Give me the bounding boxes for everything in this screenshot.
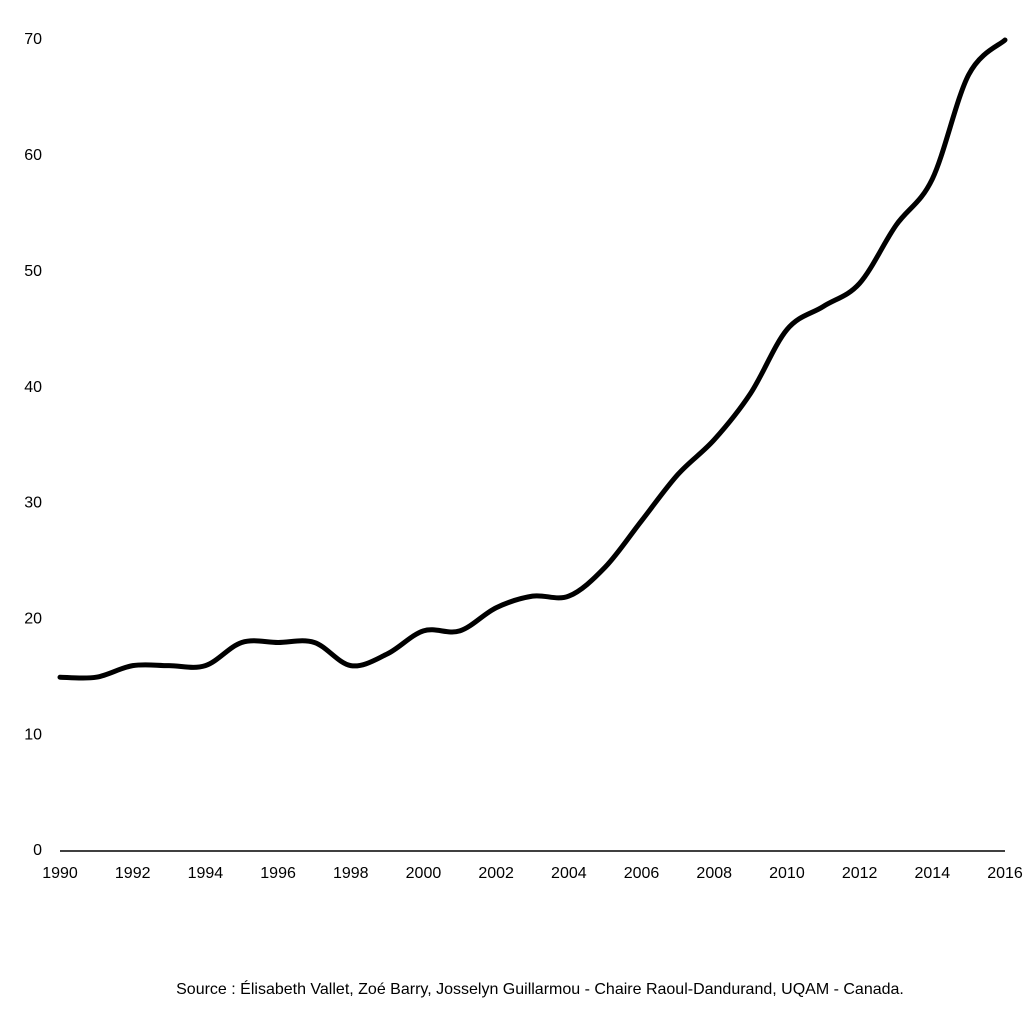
- x-tick-label: 2000: [406, 865, 442, 882]
- y-tick-label: 0: [33, 842, 42, 859]
- y-tick-label: 50: [24, 263, 42, 280]
- x-tick-label: 1994: [188, 865, 224, 882]
- y-tick-label: 70: [24, 31, 42, 48]
- x-tick-label: 2002: [478, 865, 514, 882]
- x-tick-label: 2004: [551, 865, 587, 882]
- y-tick-label: 10: [24, 726, 42, 743]
- x-tick-label: 1998: [333, 865, 369, 882]
- x-tick-label: 2010: [769, 865, 805, 882]
- source-note: Source : Élisabeth Vallet, Zoé Barry, Jo…: [176, 979, 904, 998]
- x-tick-label: 1992: [115, 865, 151, 882]
- line-series: [57, 37, 1008, 681]
- x-tick-label: 2012: [842, 865, 878, 882]
- x-tick-label: 2016: [987, 865, 1023, 882]
- y-tick-label: 40: [24, 379, 42, 396]
- x-tick-label: 2014: [915, 865, 951, 882]
- y-tick-label: 30: [24, 495, 42, 512]
- x-tick-label: 2006: [624, 865, 660, 882]
- x-tick-label: 2008: [696, 865, 732, 882]
- y-tick-label: 60: [24, 147, 42, 164]
- y-tick-label: 20: [24, 611, 42, 628]
- x-tick-label: 1996: [260, 865, 296, 882]
- x-tick-label: 1990: [42, 865, 78, 882]
